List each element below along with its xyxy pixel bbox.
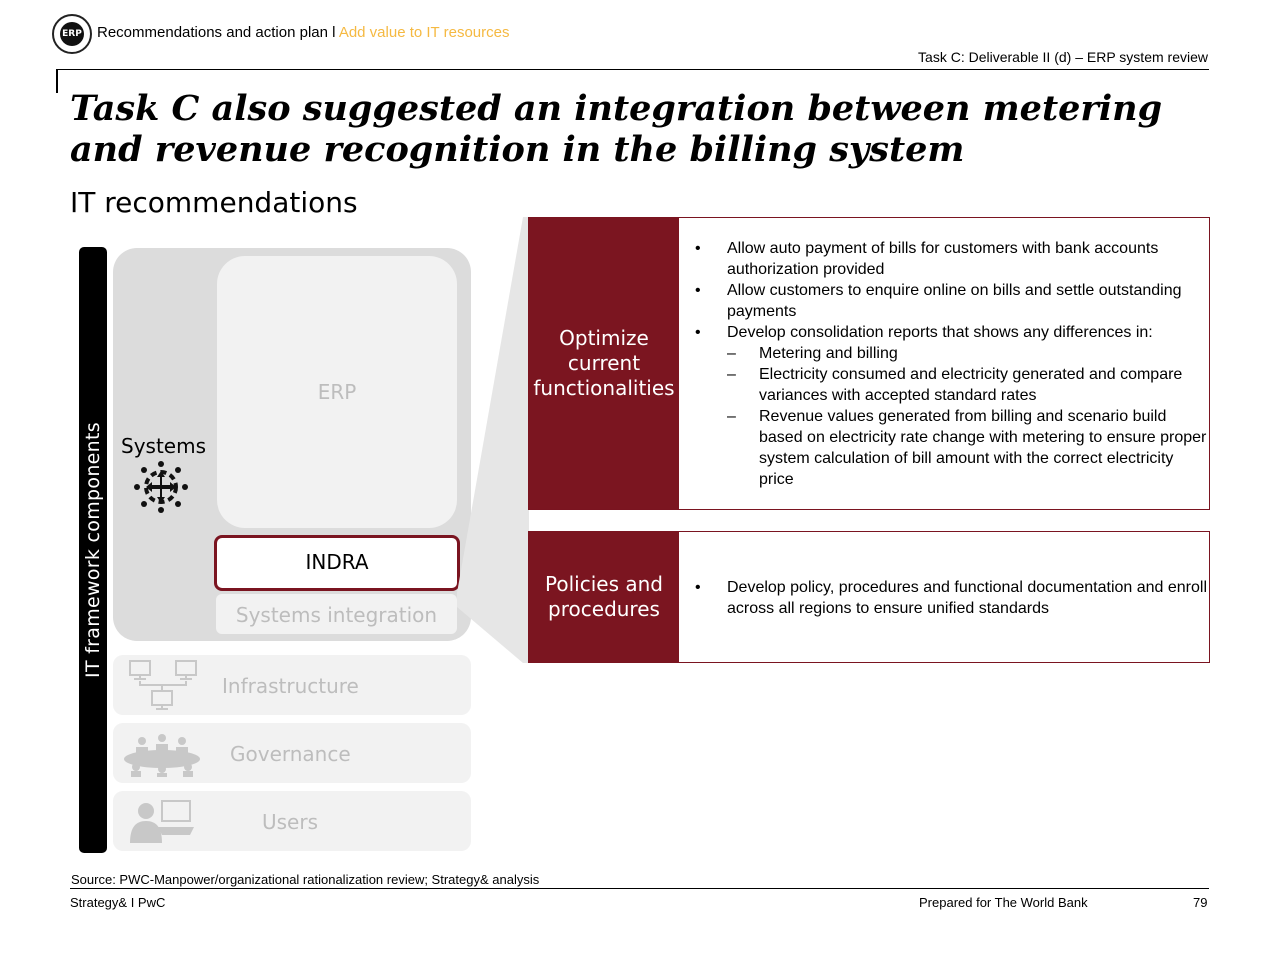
infrastructure-label: Infrastructure [222,674,359,698]
sub-list-item: Revenue values generated from billing an… [695,406,1209,490]
page-subtitle: IT recommendations [70,186,358,219]
systems-integration-label: Systems integration [235,603,438,627]
list-item: Develop policy, procedures and functiona… [695,577,1209,619]
header-tick [56,69,58,93]
list-item: Develop consolidation reports that shows… [695,322,1209,343]
list-item: Allow customers to enquire online on bil… [695,280,1209,322]
section-label: Recommendations and action plan l [97,24,339,41]
user-computer-icon [130,800,194,843]
systems-label: Systems [121,434,206,458]
erp-label: ERP [317,380,357,404]
page-title: Task C also suggested an integration bet… [70,88,1163,170]
governance-label: Governance [230,742,351,766]
erp-logo-text: ERP [60,22,84,46]
network-icon [129,660,197,710]
erp-component [217,256,457,528]
meeting-people-icon [124,734,200,777]
optimize-functionalities-body: Allow auto payment of bills for customer… [695,238,1209,490]
list-item: Allow auto payment of bills for customer… [695,238,1209,280]
optimize-functionalities-panel: Optimize current functionalities Allow a… [528,217,1210,510]
sub-list-item: Electricity consumed and electricity gen… [695,364,1209,406]
users-label: Users [262,810,319,834]
optimize-functionalities-heading: Optimize current functionalities [529,218,679,509]
indra-component [214,535,460,591]
footer-brand: Strategy& I PwC [70,895,166,910]
source-note: Source: PWC-Manpower/organizational rati… [71,872,540,887]
footer-prepared-for: Prepared for The World Bank [919,895,1088,910]
task-label: Task C: Deliverable II (d) – ERP system … [918,49,1208,65]
policies-procedures-body: Develop policy, procedures and functiona… [695,577,1209,619]
framework-bar-label: IT framework components [82,422,104,678]
callout-connector [457,217,529,663]
policies-procedures-heading: Policies and procedures [529,532,679,662]
sub-list-item: Metering and billing [695,343,1209,364]
section-accent-label: Add value to IT resources [338,24,510,41]
erp-logo: ERP [52,14,92,54]
systems-integration-component [216,594,457,634]
framework-vertical-bar [79,247,107,853]
footer-divider [70,888,1209,889]
indra-label: INDRA [305,550,369,574]
header-divider [56,69,1209,70]
policies-procedures-panel: Policies and procedures Develop policy, … [528,531,1210,663]
page-number: 79 [1193,895,1208,910]
section-breadcrumb: Recommendations and action plan l Add va… [97,24,509,41]
systems-gear-icon [134,461,188,513]
